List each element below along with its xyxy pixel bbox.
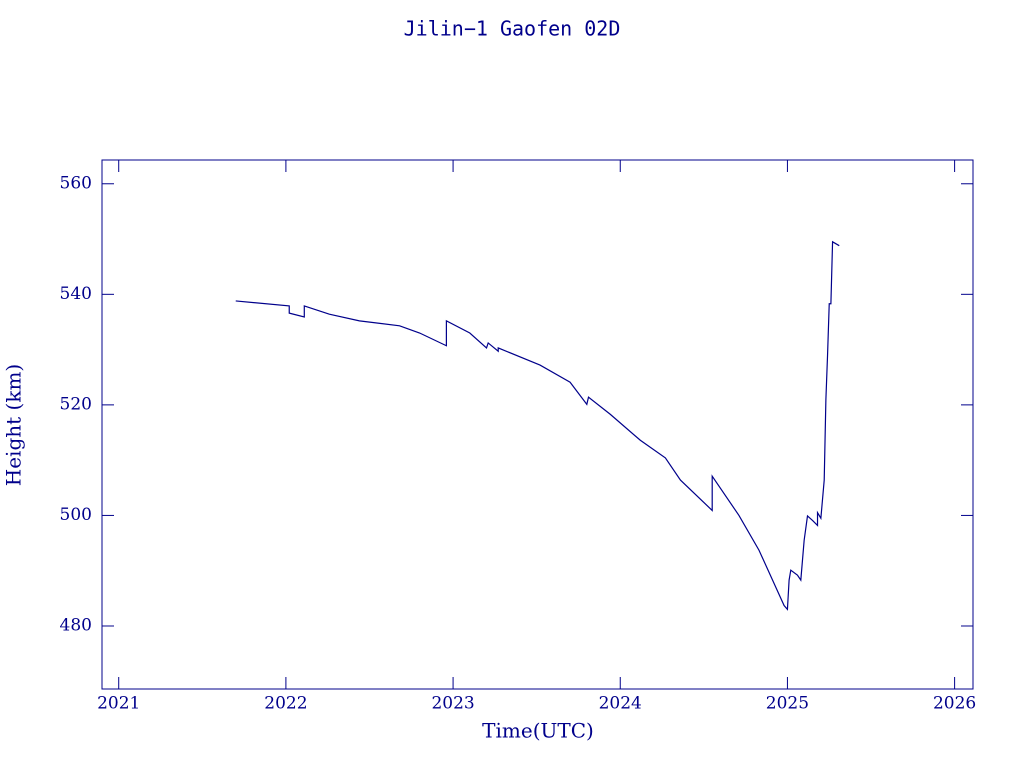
x-tick-label: 2026 xyxy=(933,694,976,714)
x-tick-label: 2023 xyxy=(431,694,474,714)
x-tick-label: 2025 xyxy=(766,694,809,714)
x-tick-label: 2021 xyxy=(97,694,140,714)
y-tick-label: 480 xyxy=(60,615,92,635)
y-axis-title: Height (km) xyxy=(2,364,26,486)
y-tick-label: 540 xyxy=(60,284,92,304)
y-tick-label: 520 xyxy=(60,394,92,414)
chart-title: Jilin−1 Gaofen 02D xyxy=(404,17,621,41)
y-tick-label: 500 xyxy=(60,505,92,525)
x-tick-label: 2024 xyxy=(599,694,642,714)
plot-frame xyxy=(101,159,974,690)
x-axis-title: Time(UTC) xyxy=(482,719,594,743)
x-tick-label: 2022 xyxy=(264,694,307,714)
y-tick-label: 560 xyxy=(60,173,92,193)
data-line xyxy=(235,240,840,611)
